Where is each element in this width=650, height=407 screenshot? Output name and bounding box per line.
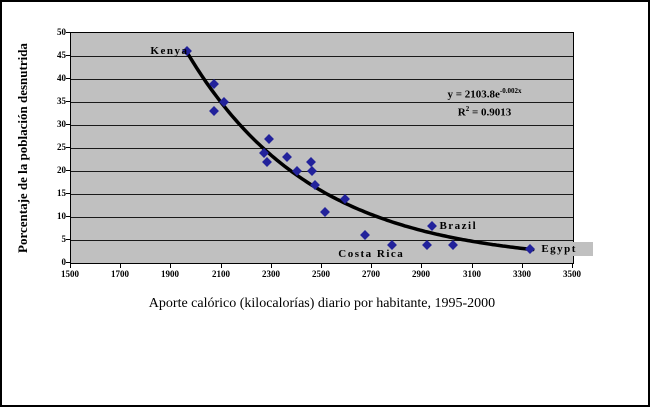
h-gridline (71, 171, 573, 172)
point-label-egypt: Egypt (538, 242, 593, 257)
point-label-brazil: Brazil (439, 220, 478, 233)
x-axis-tick (472, 264, 473, 268)
y-tick-label: 35 (57, 96, 66, 106)
y-tick-label: 45 (57, 50, 66, 60)
y-axis-title: Porcentaje de la población desnutrida (15, 43, 30, 253)
h-gridline (71, 240, 573, 241)
x-tick-label: 2100 (212, 269, 230, 279)
x-tick-label: 2900 (412, 269, 430, 279)
y-axis-tick (66, 262, 70, 263)
trendline-equation-box: y = 2103.8e-0.002x R2 = 0.9013 (402, 84, 567, 119)
x-axis-tick (371, 264, 372, 268)
x-tick-label: 1900 (161, 269, 179, 279)
x-axis-tick (70, 264, 71, 268)
y-tick-label: 20 (57, 165, 66, 175)
y-tick-label: 10 (57, 211, 66, 221)
y-axis-tick (66, 239, 70, 240)
x-axis-tick (321, 264, 322, 268)
plot-area: Kenya Costa Rica Brazil Egypt (70, 32, 593, 264)
y-tick-label: 40 (57, 73, 66, 83)
x-axis-tick (221, 264, 222, 268)
x-axis-tick (170, 264, 171, 268)
point-label-costa-rica: Costa Rica (338, 247, 405, 260)
equation-line: y = 2103.8e-0.002x (402, 84, 567, 102)
y-axis-tick (66, 32, 70, 33)
r-squared-sup: 2 (465, 104, 470, 113)
x-axis-tick (522, 264, 523, 268)
x-tick-label: 3500 (563, 269, 581, 279)
x-tick-label: 2300 (262, 269, 280, 279)
x-axis-tick (572, 264, 573, 268)
equation-exponent: -0.002x (499, 87, 522, 95)
h-gridline (71, 148, 573, 149)
x-tick-label: 2500 (312, 269, 330, 279)
point-label-kenya: Kenya (150, 45, 189, 58)
x-tick-label: 1500 (61, 269, 79, 279)
y-tick-label: 5 (61, 234, 67, 244)
x-axis-tick (120, 264, 121, 268)
r-squared-text: R (457, 106, 466, 119)
x-axis-tick (271, 264, 272, 268)
y-axis-tick (66, 55, 70, 56)
x-tick-label: 3300 (513, 269, 531, 279)
y-tick-label: 0 (61, 257, 67, 267)
x-tick-label: 1700 (111, 269, 129, 279)
h-gridline (71, 79, 573, 80)
y-axis-tick (66, 78, 70, 79)
h-gridline (71, 102, 573, 103)
y-axis-tick (66, 101, 70, 102)
equation-text: y = 2103.8e (447, 88, 500, 101)
trendline-curve (184, 49, 535, 252)
trendline-path (184, 49, 535, 252)
x-tick-label: 3100 (463, 269, 481, 279)
r-squared-value: = 0.9013 (469, 106, 512, 119)
y-axis-tick (66, 147, 70, 148)
h-gridline (71, 217, 573, 218)
y-tick-label: 25 (57, 142, 66, 152)
x-axis-title: Aporte calórico (kilocalorías) diario po… (148, 296, 496, 311)
y-axis-tick (66, 170, 70, 171)
x-tick-label: 2700 (362, 269, 380, 279)
y-axis-tick (66, 124, 70, 125)
x-axis-tick (421, 264, 422, 268)
y-axis-tick (66, 193, 70, 194)
y-tick-label: 30 (57, 119, 66, 129)
y-tick-label: 15 (57, 188, 66, 198)
h-gridline (71, 56, 573, 57)
h-gridline (71, 125, 573, 126)
y-tick-label: 50 (57, 27, 66, 37)
y-axis-tick (66, 216, 70, 217)
r-squared-line: R2 = 0.9013 (402, 102, 567, 120)
h-gridline (71, 194, 573, 195)
